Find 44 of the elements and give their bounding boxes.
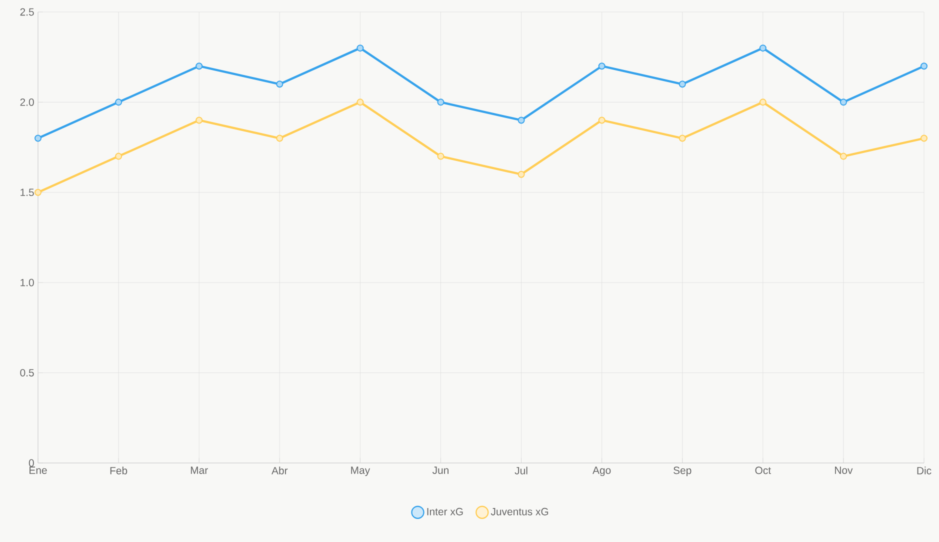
point	[759, 44, 766, 52]
point	[437, 152, 444, 160]
point	[678, 134, 686, 142]
x-tick-label: Jul	[514, 466, 528, 474]
x-tick-label: Nov	[835, 466, 853, 474]
point	[115, 98, 122, 106]
x-tick-label: Feb	[110, 466, 128, 474]
point	[678, 80, 686, 88]
point	[840, 152, 847, 160]
point	[196, 116, 203, 124]
x-tick-label: Abr	[272, 466, 288, 474]
point	[356, 98, 364, 106]
y-tick-label: 1.0	[20, 278, 34, 286]
y-tick-label: 0	[28, 459, 34, 467]
point	[34, 134, 42, 142]
point	[276, 80, 284, 88]
point	[356, 44, 364, 52]
y-tick-label: 2.5	[20, 8, 34, 16]
x-tick-label: Oct	[755, 466, 771, 474]
x-tick-label: Ene	[30, 466, 47, 474]
point	[840, 98, 847, 106]
x-tick-label: Ago	[592, 466, 611, 476]
x-tick-label: May	[351, 466, 370, 476]
legend-label: Inter xG	[427, 508, 463, 516]
y-tick-label: 2.0	[20, 98, 34, 106]
point	[598, 62, 606, 70]
point	[759, 98, 766, 106]
y-tick-label: 1.5	[20, 188, 34, 196]
legend-label: Juventus xG	[490, 508, 548, 516]
x-tick-label: Sep	[674, 466, 692, 476]
point	[115, 152, 122, 160]
point	[518, 170, 525, 178]
point	[437, 98, 444, 106]
y-tick-label: 0.5	[20, 369, 34, 376]
point	[276, 134, 284, 142]
x-tick-label: Dic	[917, 466, 932, 474]
x-tick-label: Mar	[190, 466, 208, 474]
point	[34, 188, 42, 196]
point	[196, 62, 203, 70]
point	[598, 116, 606, 124]
point	[920, 62, 928, 70]
point	[518, 116, 525, 124]
point	[920, 134, 928, 142]
x-tick-label: Jun	[432, 466, 448, 474]
